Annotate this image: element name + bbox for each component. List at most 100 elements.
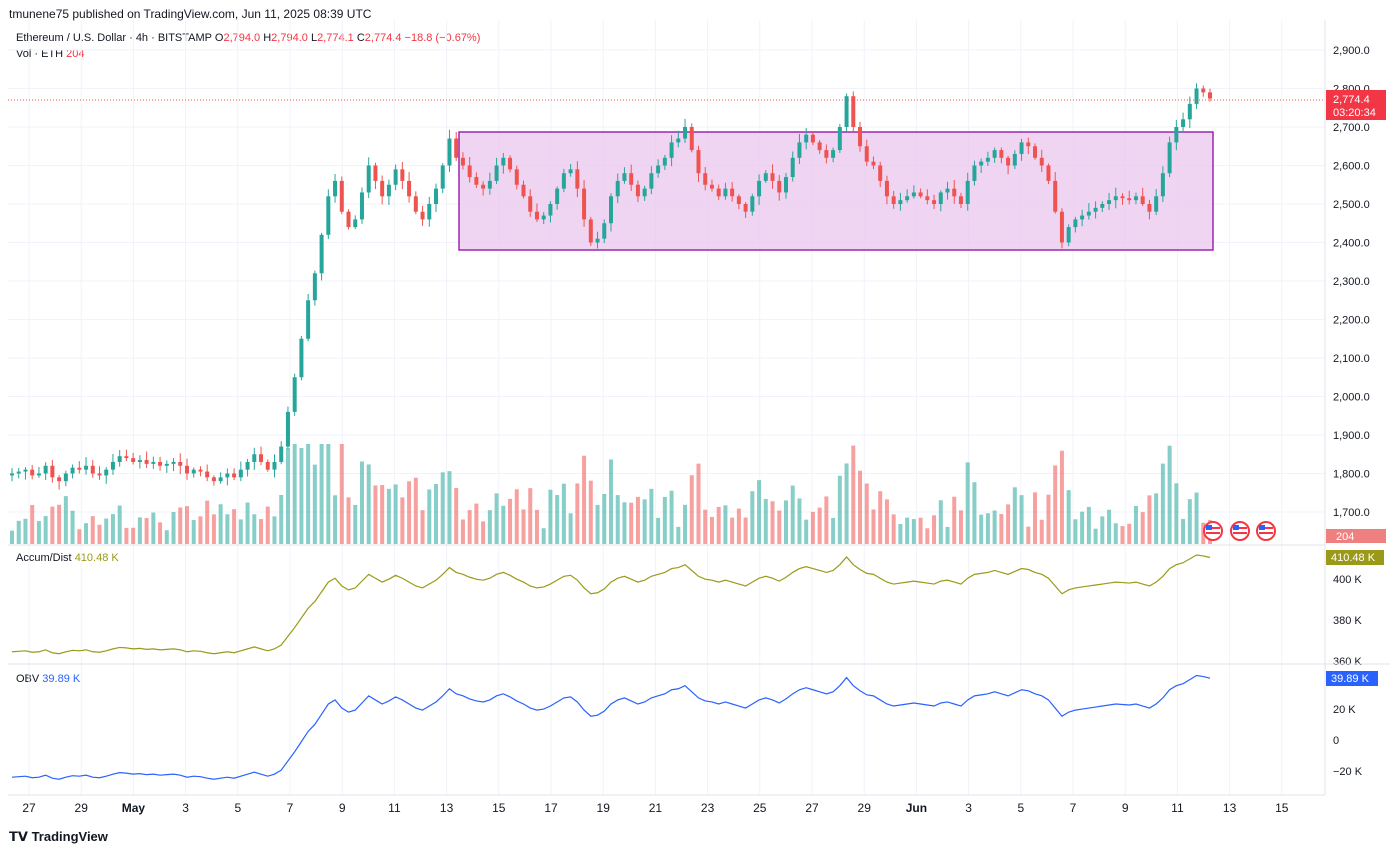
volume-bar: [1019, 495, 1024, 544]
candle: [1174, 119, 1179, 151]
volume-bar: [151, 512, 156, 544]
volume-bar: [57, 504, 62, 544]
volume-bar: [642, 499, 647, 544]
candle: [225, 468, 230, 486]
volume-bar: [124, 527, 129, 544]
volume-bar: [1012, 487, 1017, 544]
candle: [709, 179, 714, 192]
us-flag-icon[interactable]: [1203, 521, 1223, 541]
volume-bar: [736, 508, 741, 544]
volume-bar: [400, 497, 405, 544]
price-tick: 1,700.0: [1333, 507, 1370, 519]
candle: [326, 189, 331, 240]
volume-bar: [824, 496, 829, 544]
volume-bar: [454, 487, 459, 544]
ad-tick: 360 K: [1333, 656, 1362, 668]
candles: [10, 83, 1212, 490]
candle: [50, 459, 55, 483]
volume-bar: [380, 485, 385, 544]
ohlc-close: 2,774.4: [364, 32, 402, 44]
volume-bar: [137, 517, 142, 544]
candle: [245, 458, 250, 477]
candle: [1086, 203, 1091, 220]
volume-bar: [979, 514, 984, 544]
volume-bar: [1086, 506, 1091, 544]
volume-bar: [878, 491, 883, 544]
volume-bar: [716, 506, 721, 544]
symbol-legend[interactable]: Ethereum / U.S. Dollar · 4h · BITSTAMP O…: [16, 32, 480, 44]
tradingview-logo[interactable]: 𝗧𝗩 TradingView: [9, 829, 108, 845]
volume-legend[interactable]: Vol · ETH 204: [16, 48, 85, 60]
volume-bar: [851, 445, 856, 544]
volume-bar: [528, 488, 533, 544]
ohlc-low: 2,774.1: [317, 32, 354, 44]
candle: [30, 464, 35, 480]
volume-bar: [164, 530, 169, 544]
us-flag-icon[interactable]: [1256, 521, 1276, 541]
candle: [790, 151, 795, 182]
volume-bar: [279, 495, 284, 544]
candle: [683, 118, 688, 143]
volume-bar: [184, 506, 189, 544]
candle: [346, 209, 351, 230]
brand-name: TradingView: [31, 829, 108, 844]
volume-bar: [36, 521, 41, 544]
candle: [117, 450, 122, 467]
candle: [958, 192, 963, 209]
candle: [1154, 189, 1159, 216]
volume-bar: [1201, 522, 1206, 544]
price-tick: 2,000.0: [1333, 392, 1370, 404]
ad-series: [11, 554, 1211, 655]
obv-series: [11, 674, 1211, 780]
volume-bar: [272, 516, 277, 544]
obv-tick: 0: [1333, 735, 1339, 747]
candle: [696, 145, 701, 182]
obv-legend[interactable]: OBV 39.89 K: [16, 673, 80, 685]
volume-bar: [817, 507, 822, 544]
ohlc-low-label: L: [310, 32, 318, 44]
volume-bar: [265, 506, 270, 544]
volume-bar: [965, 462, 970, 544]
volume-bar: [689, 475, 694, 544]
symbol-name[interactable]: Ethereum / U.S. Dollar · 4h · BITSTAMP: [16, 32, 212, 44]
candle: [898, 192, 903, 211]
volume-bar: [1147, 495, 1152, 544]
volume-bar: [434, 483, 439, 544]
price-tick: 2,500.0: [1333, 199, 1370, 211]
volume-bar: [245, 502, 250, 544]
volume-bar: [1006, 504, 1011, 544]
volume-bar: [858, 470, 863, 544]
candle: [763, 170, 768, 183]
candle: [306, 294, 311, 342]
candle: [783, 172, 788, 199]
candle: [703, 167, 708, 191]
volume-bar: [77, 529, 82, 544]
ad-legend[interactable]: Accum/Dist 410.48 K: [16, 552, 119, 564]
candle: [528, 189, 533, 217]
volume-bar: [131, 527, 136, 544]
ohlc-open: 2,794.0: [223, 32, 261, 44]
candle: [171, 458, 176, 472]
candle: [864, 139, 869, 167]
candle: [676, 130, 681, 148]
time-tick: 17: [544, 801, 558, 815]
candle: [77, 461, 82, 474]
candle: [1120, 193, 1125, 205]
candle: [932, 194, 937, 209]
volume-bar: [333, 495, 338, 544]
volume-bar: [1194, 492, 1199, 544]
volume-bar: [730, 517, 735, 544]
candle: [1006, 155, 1011, 175]
price-tick: 2,100.0: [1333, 353, 1370, 365]
volume-bar: [1174, 483, 1179, 544]
candle: [393, 164, 398, 191]
candle: [10, 468, 14, 482]
ad-tick: 380 K: [1333, 615, 1362, 627]
candle: [299, 335, 304, 381]
volume-bar: [373, 485, 378, 544]
candle: [1046, 163, 1051, 185]
candle: [151, 456, 156, 469]
us-flag-icon[interactable]: [1230, 521, 1250, 541]
volume-bar: [326, 444, 331, 544]
